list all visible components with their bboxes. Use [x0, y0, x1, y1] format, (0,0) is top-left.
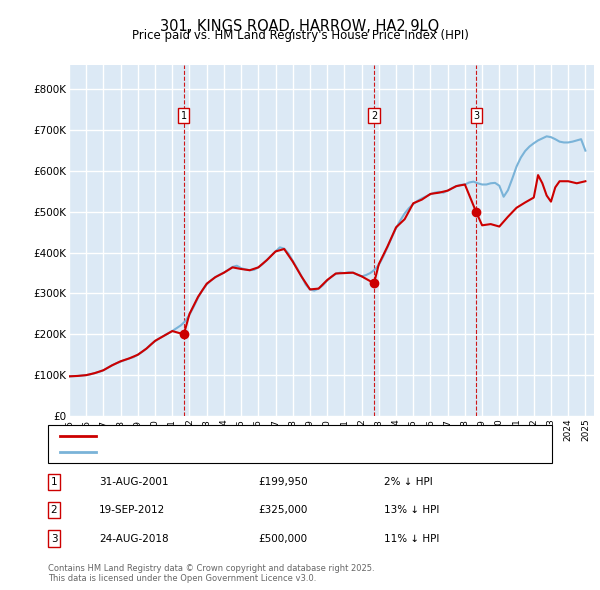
- Text: 301, KINGS ROAD, HARROW, HA2 9LQ (semi-detached house): 301, KINGS ROAD, HARROW, HA2 9LQ (semi-d…: [105, 431, 427, 441]
- Text: 19-SEP-2012: 19-SEP-2012: [99, 505, 165, 515]
- Text: 24-AUG-2018: 24-AUG-2018: [99, 533, 169, 543]
- Text: HPI: Average price, semi-detached house, Harrow: HPI: Average price, semi-detached house,…: [105, 447, 364, 457]
- Text: 2: 2: [371, 111, 377, 121]
- Text: £500,000: £500,000: [258, 533, 307, 543]
- Text: 2% ↓ HPI: 2% ↓ HPI: [384, 477, 433, 487]
- Text: 13% ↓ HPI: 13% ↓ HPI: [384, 505, 439, 515]
- Text: 1: 1: [50, 477, 58, 487]
- Text: Price paid vs. HM Land Registry's House Price Index (HPI): Price paid vs. HM Land Registry's House …: [131, 30, 469, 42]
- Text: 31-AUG-2001: 31-AUG-2001: [99, 477, 169, 487]
- Text: 3: 3: [50, 533, 58, 543]
- Text: Contains HM Land Registry data © Crown copyright and database right 2025.
This d: Contains HM Land Registry data © Crown c…: [48, 563, 374, 583]
- Text: 1: 1: [181, 111, 187, 121]
- Text: 11% ↓ HPI: 11% ↓ HPI: [384, 533, 439, 543]
- Text: 301, KINGS ROAD, HARROW, HA2 9LQ: 301, KINGS ROAD, HARROW, HA2 9LQ: [160, 19, 440, 34]
- Text: £199,950: £199,950: [258, 477, 308, 487]
- Text: 2: 2: [50, 505, 58, 515]
- Text: £325,000: £325,000: [258, 505, 307, 515]
- Text: 3: 3: [473, 111, 479, 121]
